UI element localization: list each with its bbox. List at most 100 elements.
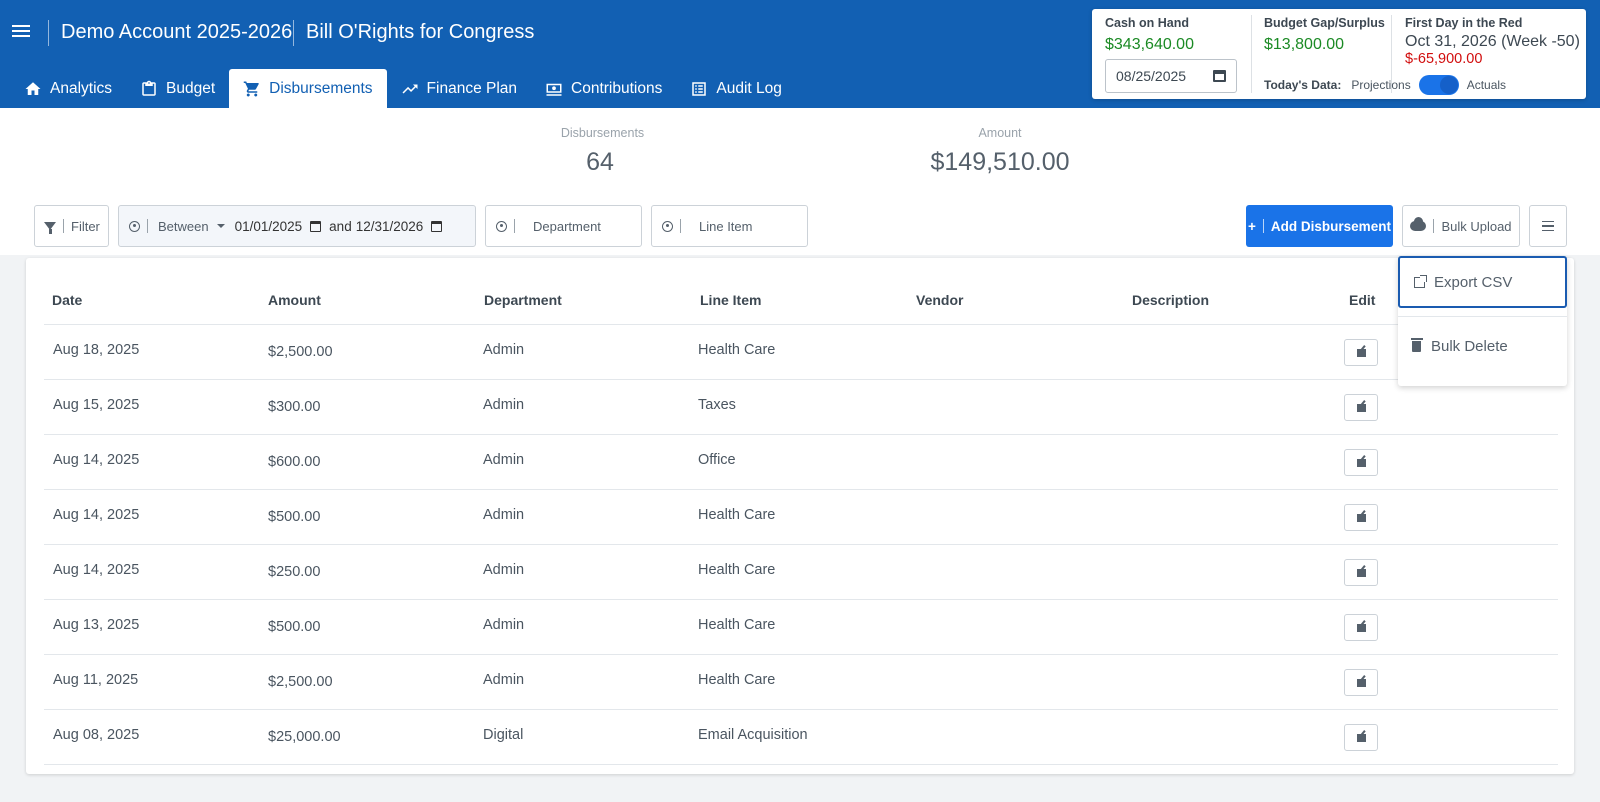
more-actions-menu: Export CSV Bulk Delete (1398, 256, 1567, 386)
tab-contributions[interactable]: Contributions (531, 69, 676, 108)
tab-budget[interactable]: Budget (126, 69, 229, 108)
home-icon (25, 81, 41, 95)
row-amount: $250.00 (268, 564, 321, 580)
gap-value: $13,800.00 (1264, 36, 1345, 53)
cart-icon (243, 81, 259, 96)
tab-label: Disbursements (269, 79, 373, 97)
disbursements-count-label: Disbursements (560, 126, 645, 140)
row-date: Aug 14, 2025 (53, 507, 140, 523)
date-value: 08/25/2025 (1116, 68, 1187, 84)
trend-icon (402, 84, 418, 93)
edit-button[interactable] (1344, 449, 1378, 476)
edit-icon (1356, 403, 1366, 412)
row-department: Digital (483, 727, 524, 743)
today-date-input[interactable]: 08/25/2025 (1105, 59, 1237, 93)
export-label: Export CSV (1434, 273, 1513, 291)
edit-icon (1356, 568, 1366, 577)
bulk-upload-button[interactable]: Bulk Upload (1402, 205, 1520, 247)
export-csv-menu-item[interactable]: Export CSV (1398, 256, 1567, 308)
row-line-item: Taxes (698, 397, 736, 413)
more-menu-button[interactable] (1529, 205, 1567, 247)
end-date-input[interactable]: 12/31/2026 (356, 219, 443, 234)
upload-label: Bulk Upload (1441, 218, 1512, 234)
row-line-item: Office (698, 452, 736, 468)
campaign-name[interactable]: Bill O'Rights for Congress (306, 21, 535, 43)
tab-disbursements[interactable]: Disbursements (229, 69, 387, 108)
tab-analytics[interactable]: Analytics (10, 69, 126, 108)
cash-value: $343,640.00 (1105, 36, 1194, 53)
tab-label: Analytics (50, 79, 113, 97)
row-department: Admin (483, 507, 525, 523)
calendar-icon[interactable] (310, 220, 322, 232)
col-amount[interactable]: Amount (268, 292, 321, 308)
projections-label: Projections (1351, 78, 1411, 92)
col-line-item[interactable]: Line Item (700, 292, 762, 308)
edit-button[interactable] (1344, 504, 1378, 531)
bulk-delete-menu-item[interactable]: Bulk Delete (1398, 326, 1567, 366)
edit-button[interactable] (1344, 339, 1378, 366)
remove-filter-icon[interactable] (129, 220, 140, 232)
disbursements-table-card (26, 258, 1574, 774)
divider (1251, 15, 1252, 93)
row-divider (44, 599, 1558, 600)
row-date: Aug 14, 2025 (53, 452, 140, 468)
row-date: Aug 15, 2025 (53, 397, 140, 413)
tab-label: Audit Log (716, 79, 782, 97)
filter-label: Filter (71, 218, 100, 234)
add-disbursement-button[interactable]: + Add Disbursement (1246, 205, 1393, 247)
row-line-item: Email Acquisition (698, 727, 808, 743)
add-filter-icon[interactable] (496, 220, 507, 232)
calendar-icon[interactable] (1213, 70, 1226, 82)
hamburger-menu-icon[interactable] (12, 22, 32, 42)
row-divider (44, 434, 1558, 435)
external-link-icon (1414, 274, 1427, 288)
line-item-filter[interactable]: Line Item (651, 205, 808, 247)
row-amount: $2,500.00 (268, 344, 333, 360)
row-divider (44, 654, 1558, 655)
calendar-icon[interactable] (431, 220, 443, 232)
row-line-item: Health Care (698, 617, 776, 633)
row-department: Admin (483, 397, 525, 413)
between-select[interactable]: Between (158, 219, 225, 234)
row-divider (44, 324, 1558, 325)
start-date-input[interactable]: 01/01/2025 (235, 219, 322, 234)
row-date: Aug 14, 2025 (53, 562, 140, 578)
edit-icon (1356, 513, 1366, 522)
tab-label: Budget (166, 79, 216, 97)
red-date: Oct 31, 2026 (Week -50) (1405, 33, 1580, 50)
row-line-item: Health Care (698, 507, 776, 523)
col-vendor[interactable]: Vendor (916, 292, 964, 308)
filter-button[interactable]: Filter (34, 205, 109, 247)
add-filter-icon[interactable] (662, 220, 673, 232)
row-amount: $500.00 (268, 619, 321, 635)
amount-label: Amount (978, 126, 1022, 140)
line-item-placeholder: Line Item (699, 218, 753, 234)
projections-actuals-switch[interactable] (1418, 75, 1459, 95)
col-department[interactable]: Department (484, 292, 562, 308)
department-filter[interactable]: Department (485, 205, 642, 247)
delete-label: Bulk Delete (1431, 337, 1508, 355)
data-mode-toggle: Today's Data: Projections Actuals (1264, 75, 1506, 95)
row-line-item: Health Care (698, 562, 776, 578)
red-value: $-65,900.00 (1405, 51, 1483, 67)
tab-finance-plan[interactable]: Finance Plan (387, 69, 531, 108)
row-department: Admin (483, 342, 525, 358)
edit-icon (1356, 348, 1366, 357)
main-nav-tabs: Analytics Budget Disbursements Finance P… (10, 69, 796, 108)
row-divider (44, 709, 1558, 710)
chevron-down-icon (216, 224, 225, 228)
amount-total: $149,510.00 (930, 148, 1070, 176)
edit-button[interactable] (1344, 669, 1378, 696)
edit-button[interactable] (1344, 724, 1378, 751)
tab-audit-log[interactable]: Audit Log (676, 69, 796, 108)
edit-button[interactable] (1344, 394, 1378, 421)
divider (48, 20, 49, 46)
row-date: Aug 11, 2025 (53, 672, 139, 688)
edit-button[interactable] (1344, 614, 1378, 641)
edit-icon (1356, 733, 1366, 742)
filter-icon (44, 222, 56, 234)
col-date[interactable]: Date (52, 292, 83, 308)
account-name[interactable]: Demo Account 2025-2026 (61, 21, 293, 43)
edit-button[interactable] (1344, 559, 1378, 586)
row-divider (44, 379, 1558, 380)
